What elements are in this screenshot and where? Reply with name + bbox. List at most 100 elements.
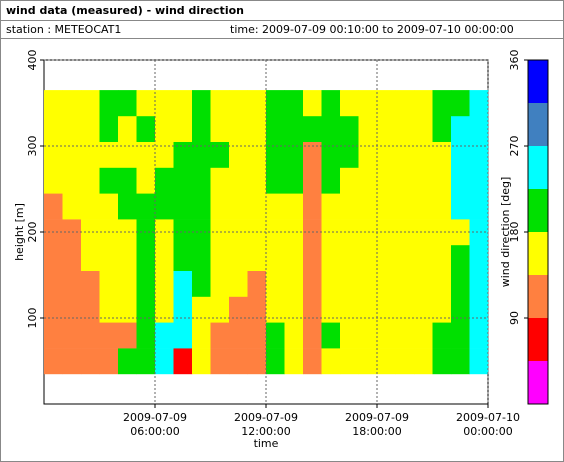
cell xyxy=(469,348,489,375)
cell xyxy=(81,270,100,297)
cell xyxy=(210,219,230,246)
cell xyxy=(99,167,119,194)
cell xyxy=(340,270,359,297)
cell xyxy=(155,296,174,323)
cell xyxy=(62,167,82,194)
cell xyxy=(377,90,396,117)
cell xyxy=(229,348,248,375)
cell xyxy=(358,348,378,375)
cell xyxy=(81,90,100,117)
cell xyxy=(395,141,415,168)
colorbar-tick-label: 360 xyxy=(508,50,521,71)
cell xyxy=(469,270,489,297)
cell xyxy=(432,115,452,142)
cell xyxy=(229,167,248,194)
cell xyxy=(229,115,248,142)
cell xyxy=(62,115,82,142)
cell xyxy=(118,322,137,349)
cell xyxy=(173,167,193,194)
colorbar-tick-label: 180 xyxy=(508,222,521,243)
cell xyxy=(284,322,304,349)
cell xyxy=(44,90,63,117)
cell xyxy=(340,244,359,271)
cell xyxy=(62,270,82,297)
cell xyxy=(81,244,100,271)
cell xyxy=(284,167,304,194)
cell xyxy=(451,296,470,323)
colorbar-segment xyxy=(528,189,548,232)
cell xyxy=(118,270,137,297)
cell xyxy=(377,244,396,271)
cell xyxy=(229,219,248,246)
cell xyxy=(136,167,156,194)
cell xyxy=(210,115,230,142)
cell xyxy=(377,167,396,194)
cell xyxy=(155,141,174,168)
cell xyxy=(432,90,452,117)
cell xyxy=(210,167,230,194)
cell xyxy=(451,115,470,142)
cell xyxy=(303,141,322,168)
cell xyxy=(247,90,267,117)
cell xyxy=(358,115,378,142)
cell xyxy=(414,167,433,194)
cell xyxy=(173,270,193,297)
cell xyxy=(303,322,322,349)
cell xyxy=(136,296,156,323)
cell xyxy=(395,90,415,117)
cell xyxy=(284,348,304,375)
cell xyxy=(155,115,174,142)
cell xyxy=(340,167,359,194)
cell xyxy=(44,244,63,271)
cell xyxy=(266,348,285,375)
cell xyxy=(432,244,452,271)
colorbar-segment xyxy=(528,103,548,146)
cell xyxy=(266,270,285,297)
cell xyxy=(118,348,137,375)
cell xyxy=(303,348,322,375)
x-tick-label: 2009-07-09 xyxy=(123,411,187,424)
cell xyxy=(340,115,359,142)
cell xyxy=(358,167,378,194)
cell xyxy=(81,141,100,168)
cell xyxy=(229,244,248,271)
cell xyxy=(229,270,248,297)
cell xyxy=(44,296,63,323)
cell xyxy=(210,90,230,117)
cell xyxy=(266,193,285,220)
cell xyxy=(303,296,322,323)
cell xyxy=(62,90,82,117)
cell xyxy=(469,296,489,323)
cell xyxy=(395,167,415,194)
cell xyxy=(118,115,137,142)
cell xyxy=(118,244,137,271)
cell xyxy=(173,244,193,271)
cell xyxy=(247,322,267,349)
cell xyxy=(136,322,156,349)
cell xyxy=(136,115,156,142)
cell xyxy=(192,141,211,168)
cell xyxy=(321,90,341,117)
cell xyxy=(99,141,119,168)
y-tick-label: 400 xyxy=(26,50,39,71)
cell xyxy=(358,141,378,168)
cell xyxy=(395,244,415,271)
colorbar-label: wind direction [deg] xyxy=(499,177,512,288)
cell xyxy=(321,115,341,142)
x-tick-label: 2009-07-09 xyxy=(345,411,409,424)
cell xyxy=(136,270,156,297)
time-range: time: 2009-07-09 00:10:00 to 2009-07-10 … xyxy=(230,23,514,36)
y-tick-label: 100 xyxy=(26,308,39,329)
cell xyxy=(451,270,470,297)
cell xyxy=(414,296,433,323)
cell xyxy=(469,193,489,220)
cell xyxy=(155,322,174,349)
x-tick-label: 18:00:00 xyxy=(352,425,401,438)
cell xyxy=(247,115,267,142)
cell xyxy=(210,141,230,168)
cell xyxy=(358,193,378,220)
cell xyxy=(358,244,378,271)
cell xyxy=(432,348,452,375)
cell xyxy=(321,141,341,168)
cell xyxy=(247,141,267,168)
